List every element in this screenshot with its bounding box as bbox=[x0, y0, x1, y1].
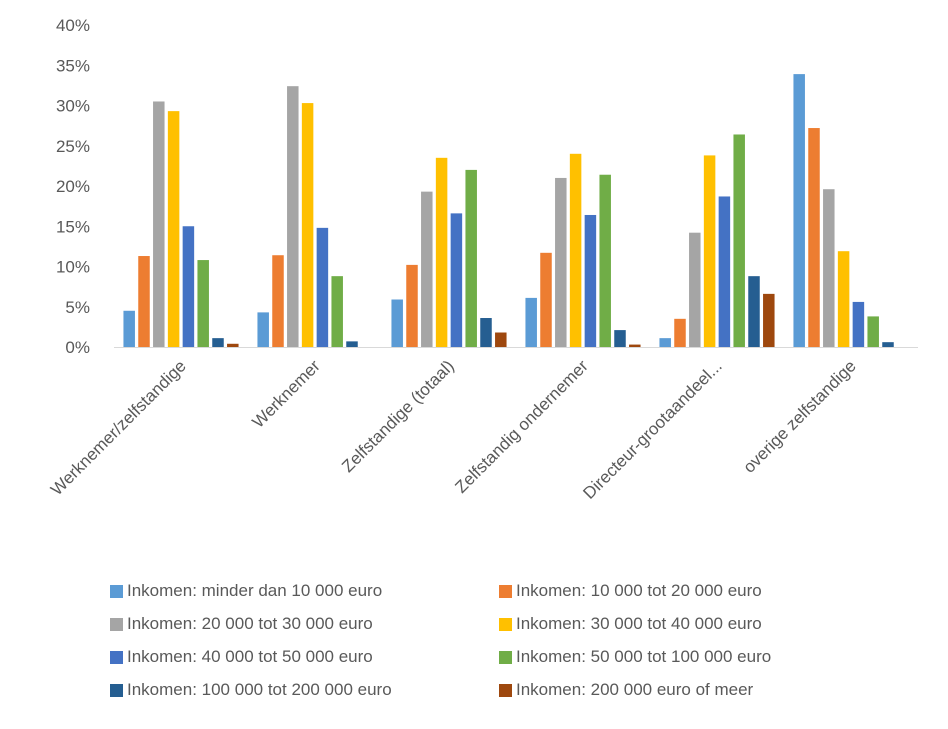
legend-swatch bbox=[110, 584, 123, 598]
bar bbox=[406, 264, 418, 347]
bar bbox=[391, 299, 403, 347]
bar bbox=[197, 260, 209, 347]
bars bbox=[123, 74, 894, 348]
bar bbox=[599, 174, 611, 347]
bar bbox=[301, 103, 314, 347]
legend-label: Inkomen: 100 000 tot 200 000 euro bbox=[127, 680, 392, 699]
legend-swatch bbox=[499, 683, 512, 697]
bar bbox=[525, 297, 537, 347]
bar bbox=[629, 344, 641, 347]
bar bbox=[167, 111, 180, 347]
bar bbox=[703, 155, 716, 347]
y-tick-label: 40% bbox=[56, 16, 90, 35]
x-tick-label: Zelfstandig ondernemer bbox=[451, 356, 592, 497]
bar bbox=[331, 276, 343, 347]
legend-item: Inkomen: 20 000 tot 30 000 euro bbox=[110, 613, 499, 635]
legend-label: Inkomen: 10 000 tot 20 000 euro bbox=[516, 581, 762, 600]
legend-label: Inkomen: 40 000 tot 50 000 euro bbox=[127, 647, 373, 666]
legend-swatch bbox=[499, 617, 512, 631]
bar bbox=[153, 101, 165, 347]
y-tick-label: 20% bbox=[56, 177, 90, 196]
y-tick-label: 30% bbox=[56, 97, 90, 116]
bar bbox=[808, 128, 820, 347]
bar bbox=[540, 252, 552, 347]
bar bbox=[882, 342, 894, 347]
bar bbox=[212, 338, 224, 347]
bar bbox=[138, 256, 150, 347]
legend-label: Inkomen: minder dan 10 000 euro bbox=[127, 581, 383, 600]
legend-swatch bbox=[110, 617, 123, 631]
bar bbox=[584, 214, 597, 347]
bar bbox=[316, 227, 329, 347]
x-axis: Werknemer/zelfstandige Werknemer Zelfstand… bbox=[47, 356, 860, 503]
bar bbox=[733, 134, 745, 347]
bar bbox=[123, 310, 135, 347]
bar bbox=[495, 332, 507, 347]
legend-item: Inkomen: 200 000 euro of meer bbox=[499, 679, 899, 701]
bar bbox=[227, 343, 239, 347]
bar bbox=[272, 255, 284, 347]
bar bbox=[421, 191, 433, 347]
bar-chart: 0% 5% 10% 15% 20% 25% 30% 35% 40% Werknemer/zelf… bbox=[47, 16, 918, 503]
legend-swatch bbox=[110, 650, 123, 664]
y-tick-label: 35% bbox=[56, 56, 90, 75]
bar bbox=[763, 293, 775, 347]
legend-item: Inkomen: 10 000 tot 20 000 euro bbox=[499, 580, 899, 602]
bar bbox=[257, 312, 269, 347]
bar bbox=[748, 276, 760, 347]
legend-label: Inkomen: 30 000 tot 40 000 euro bbox=[516, 614, 762, 633]
y-axis: 0% 5% 10% 15% 20% 25% 30% 35% 40% bbox=[56, 16, 90, 357]
bar bbox=[287, 86, 299, 348]
y-tick-label: 25% bbox=[56, 137, 90, 156]
bar bbox=[823, 189, 835, 347]
legend-label: Inkomen: 50 000 tot 100 000 euro bbox=[516, 647, 772, 666]
legend-label: Inkomen: 200 000 euro of meer bbox=[516, 680, 754, 699]
bar bbox=[182, 226, 195, 347]
legend-item: Inkomen: 40 000 tot 50 000 euro bbox=[110, 646, 499, 668]
legend-label: Inkomen: 20 000 tot 30 000 euro bbox=[127, 614, 373, 633]
bar bbox=[837, 251, 850, 347]
bar bbox=[614, 330, 626, 347]
bar bbox=[793, 74, 805, 348]
legend-swatch bbox=[499, 584, 512, 598]
legend-item: Inkomen: 100 000 tot 200 000 euro bbox=[110, 679, 499, 701]
y-tick-label: 15% bbox=[56, 217, 90, 236]
bar bbox=[852, 301, 865, 347]
legend-item: Inkomen: 30 000 tot 40 000 euro bbox=[499, 613, 899, 635]
bar bbox=[555, 177, 567, 347]
legend-swatch bbox=[110, 683, 123, 697]
bar bbox=[569, 153, 582, 347]
legend-swatch bbox=[499, 650, 512, 664]
bar bbox=[450, 213, 463, 347]
x-tick-label: Zelfstandige (totaal) bbox=[338, 356, 458, 476]
bar bbox=[689, 232, 701, 347]
y-tick-label: 5% bbox=[65, 298, 90, 317]
bar bbox=[718, 196, 731, 347]
bar bbox=[659, 338, 671, 347]
legend: Inkomen: minder dan 10 000 euro Inkomen: … bbox=[110, 580, 910, 701]
bar bbox=[465, 169, 477, 347]
x-tick-label: Werknemer/zelfstandige bbox=[47, 356, 190, 499]
x-tick-label: overige zelfstandige bbox=[739, 356, 859, 476]
legend-item: Inkomen: 50 000 tot 100 000 euro bbox=[499, 646, 899, 668]
bar bbox=[480, 318, 492, 347]
x-tick-label: Directeur-grootaandeel... bbox=[579, 356, 725, 502]
bar bbox=[435, 157, 448, 347]
y-tick-label: 0% bbox=[65, 338, 90, 357]
x-tick-label: Werknemer bbox=[248, 356, 324, 432]
legend-item: Inkomen: minder dan 10 000 euro bbox=[110, 580, 499, 602]
bar bbox=[346, 341, 358, 347]
bar bbox=[674, 318, 686, 347]
bar bbox=[867, 316, 879, 347]
y-tick-label: 10% bbox=[56, 258, 90, 277]
